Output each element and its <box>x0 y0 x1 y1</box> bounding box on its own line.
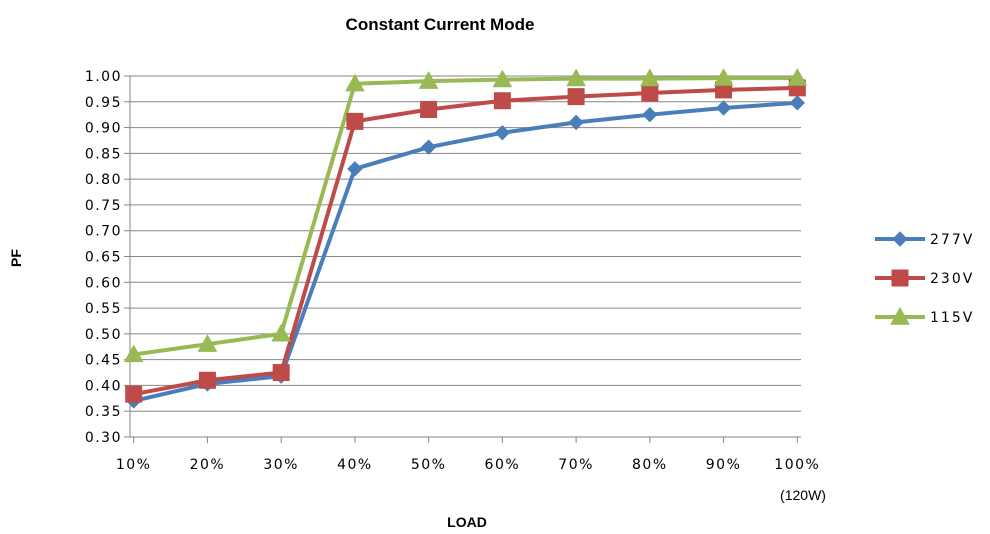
data-point-230V <box>346 112 364 130</box>
x-tick-label: 30% <box>263 457 299 473</box>
data-point-230V <box>420 101 438 119</box>
x-tick-label: 80% <box>632 457 668 473</box>
x-tick-label: 90% <box>706 457 742 473</box>
y-axis-title: PF <box>8 249 24 267</box>
x-tick-label: 70% <box>558 457 594 473</box>
data-point-115V <box>639 68 660 87</box>
series-line-115V <box>133 76 798 357</box>
axes <box>124 75 801 443</box>
gridlines <box>130 75 801 412</box>
data-point-277V <box>420 139 437 155</box>
x-axis-note: (120W) <box>780 487 826 503</box>
x-axis-title: LOAD <box>447 514 487 530</box>
data-point-115V <box>123 344 144 363</box>
x-tick-label: 50% <box>411 457 447 473</box>
x-tick-label: 100% <box>774 457 820 473</box>
data-point-230V <box>641 84 659 102</box>
x-tick-label: 20% <box>190 457 226 473</box>
x-tick-label: 10% <box>116 457 152 473</box>
data-point-230V <box>272 364 290 382</box>
legend-label-115V: 115V <box>930 310 974 326</box>
data-point-115V <box>271 323 292 342</box>
legend-label-277V: 277V <box>930 232 974 248</box>
data-point-115V <box>787 68 808 86</box>
data-point-115V <box>345 73 365 92</box>
y-tick-label: 1.00 <box>85 69 122 85</box>
y-tick-label: 0.50 <box>85 327 122 343</box>
y-tick-label: 0.85 <box>85 146 122 162</box>
y-tick-label: 0.70 <box>85 224 122 240</box>
y-tick-label: 0.40 <box>85 378 122 394</box>
data-point-230V <box>125 385 143 403</box>
series-lines <box>133 76 798 403</box>
data-point-115V <box>713 68 734 86</box>
y-tick-label: 0.30 <box>85 430 122 446</box>
y-tick-label: 0.80 <box>85 172 122 188</box>
y-tick-label: 0.55 <box>85 301 122 317</box>
legend-label-230V: 230V <box>930 271 974 287</box>
series-line-277V <box>133 100 798 403</box>
data-point-277V <box>715 100 732 116</box>
data-point-115V <box>566 68 586 87</box>
data-point-115V <box>492 69 513 88</box>
data-point-277V <box>642 106 658 123</box>
data-point-277V <box>568 114 584 131</box>
y-tick-label: 0.60 <box>85 275 122 291</box>
legend-marker-277V <box>892 231 908 247</box>
data-point-277V <box>494 125 511 141</box>
y-tick-label: 0.95 <box>85 95 122 111</box>
data-point-230V <box>567 88 585 106</box>
data-point-277V <box>789 95 806 111</box>
data-point-277V <box>347 161 363 177</box>
y-tick-label: 0.45 <box>85 353 122 369</box>
legend-marker-230V <box>891 269 909 287</box>
chart-title: Constant Current Mode <box>346 15 535 34</box>
data-point-230V <box>198 371 216 389</box>
series-markers <box>123 68 808 409</box>
legend: 277V 230V 115V <box>875 231 974 326</box>
data-point-115V <box>197 334 218 352</box>
y-tick-label: 0.90 <box>85 121 122 137</box>
legend-marker-115V <box>890 306 910 325</box>
y-tick-label: 0.35 <box>85 404 122 420</box>
y-tick-labels: 0.30 0.35 0.40 0.45 0.50 0.55 0.60 0.65 0.70 0.75… <box>85 69 122 446</box>
series-line-230V <box>133 85 798 397</box>
data-point-115V <box>418 71 439 89</box>
x-tick-labels: 10% 20% 30% 40% 50% 60% 70% 80% 90% 100% <box>116 457 820 473</box>
x-tick-label: 40% <box>337 457 373 473</box>
y-tick-label: 0.65 <box>85 250 122 266</box>
x-tick-label: 60% <box>485 457 521 473</box>
data-point-230V <box>493 92 511 110</box>
y-tick-label: 0.75 <box>85 198 122 214</box>
